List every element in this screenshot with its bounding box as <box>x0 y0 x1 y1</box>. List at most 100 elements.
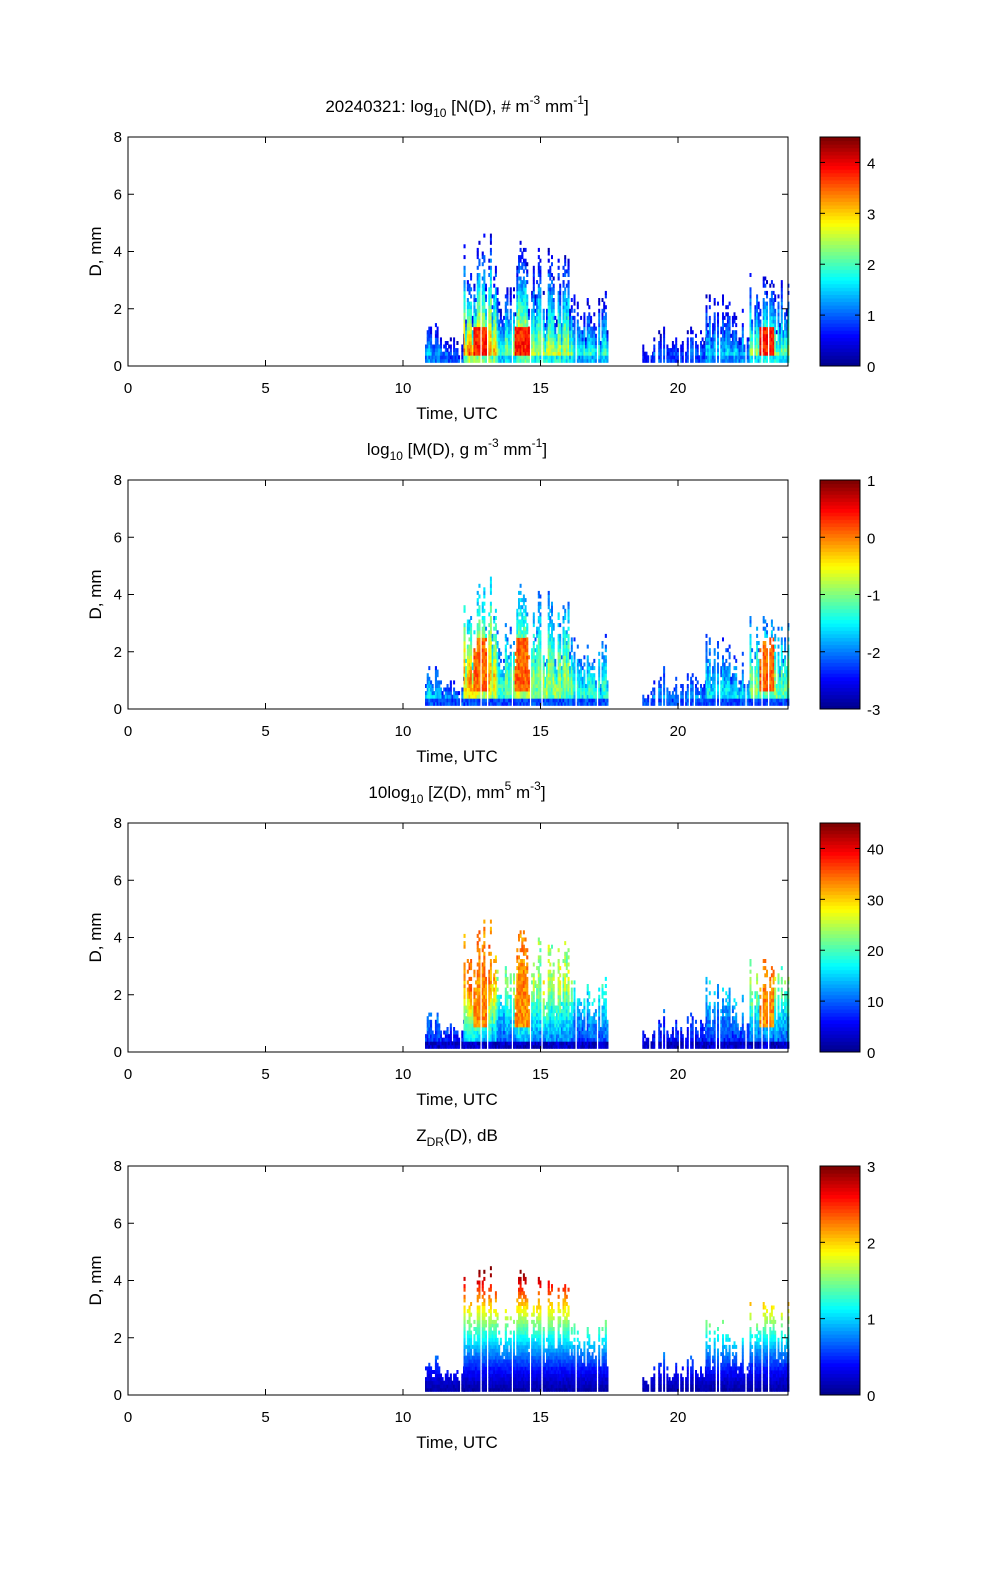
heatmap-cell <box>473 344 476 349</box>
heatmap-cell <box>766 676 768 681</box>
heatmap-cell <box>475 333 478 338</box>
heatmap-cell <box>476 691 479 696</box>
heatmap-cell <box>485 323 487 328</box>
heatmap-cell <box>509 330 512 335</box>
heatmap-cell <box>705 648 708 653</box>
heatmap-cell <box>436 326 439 331</box>
heatmap-cell <box>473 355 476 360</box>
heatmap-cell <box>555 669 558 674</box>
heatmap-cell <box>586 701 589 706</box>
heatmap-cell <box>542 330 545 335</box>
heatmap-cell <box>586 333 589 338</box>
heatmap-cell <box>777 341 780 345</box>
heatmap-cell <box>470 641 473 645</box>
heatmap-cell <box>473 298 476 302</box>
heatmap-cell <box>769 315 772 320</box>
heatmap-cell <box>552 312 555 317</box>
heatmap-cell <box>562 694 565 699</box>
heatmap-cell <box>426 341 429 345</box>
heatmap-cell <box>481 619 484 624</box>
heatmap-cell <box>730 701 733 706</box>
heatmap-cell <box>570 676 573 681</box>
heatmap-cell <box>516 651 519 656</box>
heatmap-cell <box>428 333 431 338</box>
heatmap-cell <box>782 658 785 663</box>
heatmap-cell <box>466 358 469 363</box>
heatmap-cell <box>463 312 466 317</box>
heatmap-cell <box>562 330 565 335</box>
heatmap-cell <box>463 294 466 299</box>
heatmap-cell <box>576 333 579 338</box>
heatmap-cell <box>485 351 487 356</box>
heatmap-cell <box>531 337 534 342</box>
heatmap-cell <box>583 319 586 324</box>
heatmap-cell <box>453 691 456 696</box>
heatmap-cell <box>463 673 466 678</box>
heatmap-cell <box>720 348 723 353</box>
heatmap-cell <box>723 684 726 688</box>
heatmap-cell <box>559 655 562 660</box>
heatmap-cell <box>509 319 512 324</box>
colorbar-segment <box>820 144 860 149</box>
colorbar-segment <box>820 212 860 217</box>
heatmap-cell <box>562 666 565 671</box>
heatmap-cell <box>754 341 757 345</box>
heatmap-cell <box>518 637 520 642</box>
heatmap-cell <box>458 698 461 703</box>
heatmap-cell <box>717 319 719 324</box>
heatmap-cell <box>428 701 431 706</box>
heatmap-cell <box>782 687 785 692</box>
heatmap-cell <box>759 344 762 349</box>
heatmap-cell <box>544 326 547 331</box>
heatmap-cell <box>562 323 565 328</box>
heatmap-cell <box>521 616 524 620</box>
heatmap-cell <box>717 341 719 345</box>
heatmap-cell <box>526 319 529 324</box>
heatmap-cell <box>759 341 762 345</box>
heatmap-cell <box>494 608 497 613</box>
heatmap-cell <box>468 658 471 663</box>
heatmap-cell <box>741 358 744 363</box>
heatmap-cell <box>780 333 783 338</box>
heatmap-cell <box>552 669 555 674</box>
heatmap-cell <box>426 694 429 699</box>
heatmap-cell <box>565 687 568 692</box>
heatmap-cell <box>425 698 428 703</box>
heatmap-cell <box>544 694 547 699</box>
heatmap-cell <box>557 648 560 653</box>
heatmap-cell <box>604 348 607 353</box>
heatmap-cell <box>471 701 474 706</box>
heatmap-cell <box>784 326 787 331</box>
heatmap-cell <box>470 691 473 696</box>
heatmap-cell <box>604 323 607 328</box>
heatmap-cell <box>567 701 570 706</box>
heatmap-cell <box>560 666 563 671</box>
heatmap-cell <box>749 623 752 628</box>
heatmap-cell <box>552 337 555 342</box>
heatmap-cell <box>588 662 591 667</box>
heatmap-cell <box>772 651 775 656</box>
heatmap-cell <box>473 323 476 328</box>
heatmap-cell <box>570 694 573 699</box>
heatmap-cell <box>489 298 492 302</box>
heatmap-cell <box>578 669 581 674</box>
heatmap-cell <box>604 644 607 649</box>
heatmap-cell <box>466 298 469 302</box>
colorbar-segment <box>820 305 860 310</box>
heatmap-cell <box>751 676 754 681</box>
heatmap-cell <box>491 687 494 692</box>
heatmap-cell <box>524 312 527 317</box>
heatmap-cell <box>441 694 444 699</box>
heatmap-cell <box>552 623 555 628</box>
heatmap-cell <box>483 258 486 263</box>
heatmap-cell <box>439 355 442 360</box>
heatmap-cell <box>762 655 765 660</box>
heatmap-cell <box>769 651 772 656</box>
heatmap-cell <box>470 694 473 699</box>
heatmap-cell <box>499 687 502 692</box>
heatmap-cell <box>762 358 765 363</box>
heatmap-cell <box>493 341 496 345</box>
heatmap-cell <box>491 637 494 642</box>
heatmap-cell <box>757 684 760 688</box>
heatmap-cell <box>494 666 497 671</box>
